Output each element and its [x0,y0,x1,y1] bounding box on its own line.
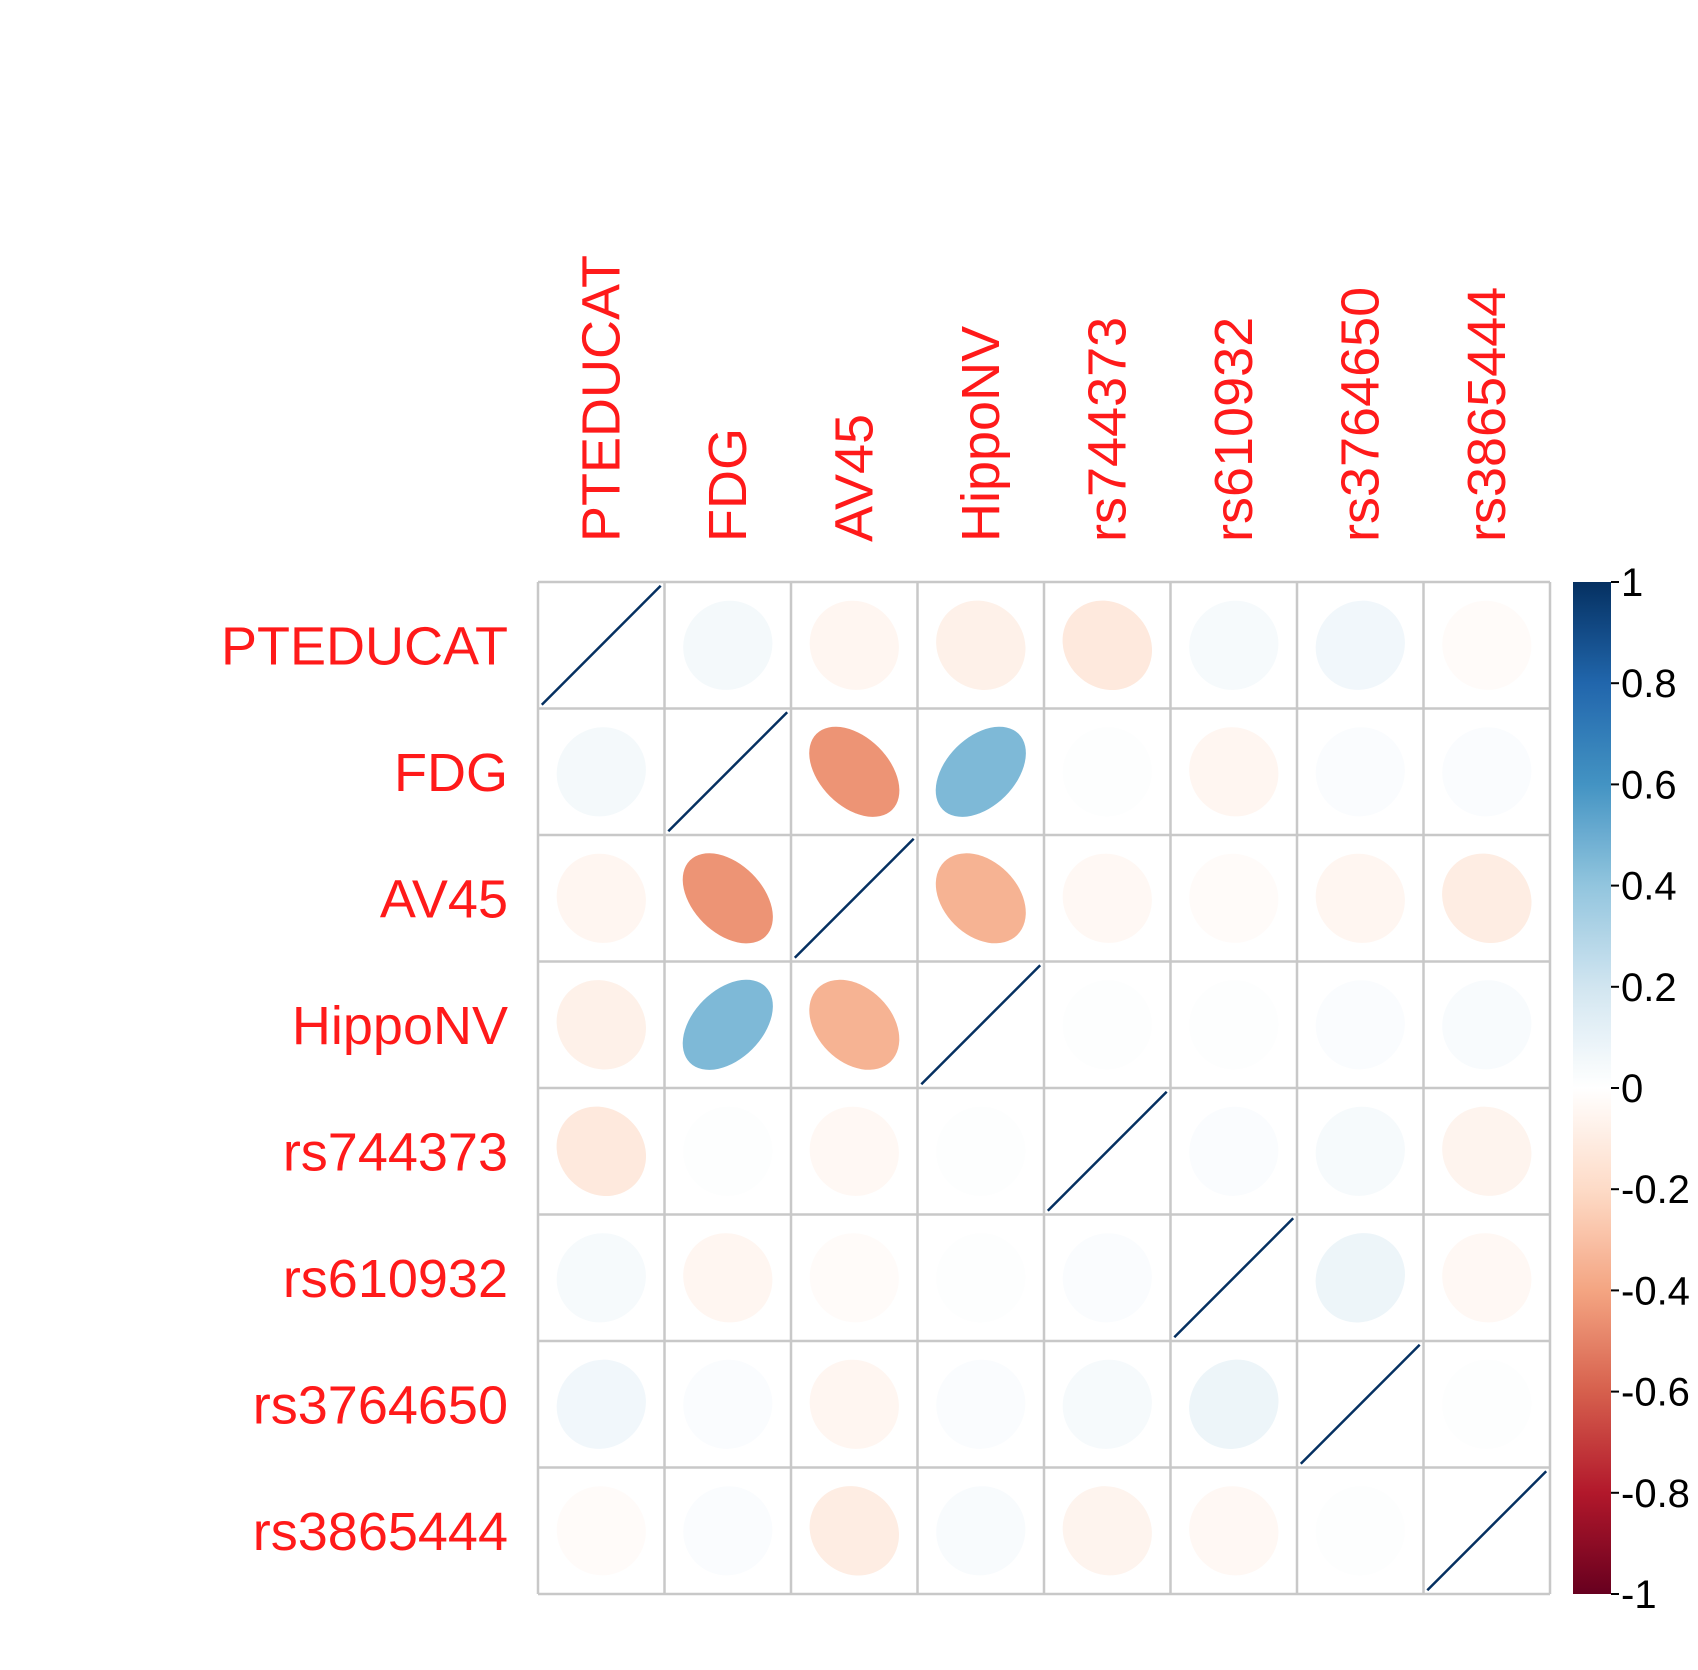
corr-cell-rs610932-AV45 [809,1233,899,1323]
col-label-PTEDUCAT: PTEDUCAT [571,255,631,542]
corr-cell-rs3865444-HippoNV [936,1486,1026,1576]
colorbar-gradient [1573,582,1611,1594]
corr-cell-rs3865444-rs610932 [1189,1486,1279,1576]
row-label-AV45: AV45 [380,869,508,929]
corr-cell-FDG-HippoNV [935,726,1026,817]
corr-cell-rs744373-rs3764650 [1315,1106,1405,1196]
row-label-rs744373: rs744373 [283,1122,508,1182]
colorbar-tick-label: 0.6 [1621,763,1677,807]
labels-layer: PTEDUCAT FDG AV45 HippoNV rs744373 rs610932 rs… [221,255,1517,1562]
corr-cell-FDG-rs3764650 [1315,727,1405,817]
corr-cell-rs3865444-AV45 [809,1486,899,1576]
corr-cell-rs3764650-HippoNV [936,1359,1026,1449]
row-label-rs3764650: rs3764650 [253,1375,508,1435]
colorbar-tick-label: -0.4 [1621,1269,1690,1313]
corr-cell-FDG-rs744373 [1062,727,1152,817]
corr-cell-FDG-AV45 [809,726,900,817]
grid-layer [536,580,1552,1596]
col-label-rs744373: rs744373 [1077,317,1137,542]
corr-cell-rs3865444-PTEDUCAT [556,1486,646,1576]
corr-cell-rs3865444-rs3865444 [1426,1470,1548,1592]
row-label-PTEDUCAT: PTEDUCAT [221,616,508,676]
corr-cell-rs744373-PTEDUCAT [556,1106,647,1197]
corr-cell-rs744373-rs610932 [1189,1106,1279,1196]
colorbar-tick-label: 0.2 [1621,966,1677,1010]
corr-cell-AV45-rs744373 [1062,853,1152,943]
row-label-rs610932: rs610932 [283,1249,508,1309]
corr-cell-AV45-FDG [682,853,773,944]
corr-cell-FDG-rs610932 [1189,727,1279,817]
corr-cell-rs610932-rs610932 [1173,1217,1295,1339]
corr-cell-PTEDUCAT-rs3764650 [1315,600,1405,690]
corr-cell-FDG-FDG [667,711,789,833]
corr-cell-HippoNV-PTEDUCAT [556,980,646,1070]
col-label-FDG: FDG [698,428,758,542]
corr-cell-rs610932-PTEDUCAT [556,1233,646,1323]
corr-cell-rs3764650-rs744373 [1062,1359,1152,1449]
corr-cell-rs610932-HippoNV [936,1233,1026,1323]
corr-cell-rs3764650-FDG [683,1359,773,1449]
corr-cell-HippoNV-HippoNV [920,964,1042,1086]
corr-cell-PTEDUCAT-HippoNV [936,600,1026,690]
corr-cell-HippoNV-rs3764650 [1315,980,1405,1070]
corr-cell-rs744373-rs744373 [1046,1090,1168,1212]
colorbar-tick-label: 1 [1621,561,1643,605]
corr-cell-PTEDUCAT-rs3865444 [1442,600,1532,690]
corr-cell-rs3764650-rs3764650 [1299,1343,1421,1465]
corr-cell-rs3865444-rs744373 [1062,1486,1152,1576]
corr-cell-rs3764650-rs3865444 [1442,1359,1532,1449]
col-label-rs3764650: rs3764650 [1330,287,1390,542]
corr-cell-PTEDUCAT-rs610932 [1189,600,1279,690]
cells-layer [540,584,1548,1592]
corr-cell-AV45-HippoNV [935,853,1026,944]
corr-cell-rs744373-FDG [683,1106,773,1196]
colorbar-tick-label: -0.6 [1621,1371,1690,1415]
corr-cell-rs610932-rs3865444 [1442,1233,1532,1323]
corr-cell-FDG-rs3865444 [1442,727,1532,817]
corr-cell-AV45-PTEDUCAT [556,853,646,943]
corr-cell-rs3865444-rs3764650 [1315,1486,1405,1576]
corr-cell-HippoNV-rs610932 [1189,980,1279,1070]
corr-cell-PTEDUCAT-PTEDUCAT [540,584,662,706]
corr-cell-rs3764650-AV45 [809,1359,899,1449]
row-label-HippoNV: HippoNV [292,996,508,1056]
corr-cell-PTEDUCAT-AV45 [809,600,899,690]
corr-cell-rs3865444-FDG [683,1486,773,1576]
corr-cell-rs610932-rs3764650 [1315,1233,1405,1323]
corr-cell-PTEDUCAT-FDG [683,600,773,690]
corr-cell-PTEDUCAT-rs744373 [1062,600,1153,691]
col-label-HippoNV: HippoNV [951,326,1011,542]
corr-cell-AV45-AV45 [793,837,915,959]
corr-cell-AV45-rs3764650 [1315,853,1405,943]
corr-cell-HippoNV-FDG [682,979,773,1070]
row-label-FDG: FDG [394,743,508,803]
corr-cell-rs744373-rs3865444 [1442,1106,1532,1196]
corr-cell-AV45-rs3865444 [1442,853,1532,943]
colorbar-tick-label: 0.4 [1621,865,1677,909]
corr-cell-rs744373-HippoNV [936,1106,1026,1196]
row-label-rs3865444: rs3865444 [253,1502,508,1562]
corr-cell-rs3764650-PTEDUCAT [556,1359,646,1449]
colorbar-tick-label: -0.8 [1621,1472,1690,1516]
corr-cell-rs744373-AV45 [809,1106,899,1196]
corr-cell-HippoNV-AV45 [809,979,900,1070]
corr-cell-HippoNV-rs744373 [1062,980,1152,1070]
corr-cell-rs610932-FDG [683,1233,773,1323]
corr-cell-HippoNV-rs3865444 [1442,980,1532,1070]
colorbar-tick-label: -1 [1621,1573,1657,1617]
colorbar-tick-label: -0.2 [1621,1168,1690,1212]
colorbar-tick-label: 0 [1621,1067,1643,1111]
colorbar-tick-label: 0.8 [1621,662,1677,706]
corr-cell-rs3764650-rs610932 [1189,1359,1279,1449]
col-label-AV45: AV45 [824,414,884,542]
corr-cell-AV45-rs610932 [1189,853,1279,943]
corr-cell-rs610932-rs744373 [1062,1233,1152,1323]
col-label-rs3865444: rs3865444 [1457,287,1517,542]
col-label-rs610932: rs610932 [1204,317,1264,542]
colorbar: 1 0.8 0.6 0.4 0.2 0 -0.2 -0.4 -0.6 -0.8 -1 [1573,561,1690,1617]
corr-cell-FDG-PTEDUCAT [556,727,646,817]
